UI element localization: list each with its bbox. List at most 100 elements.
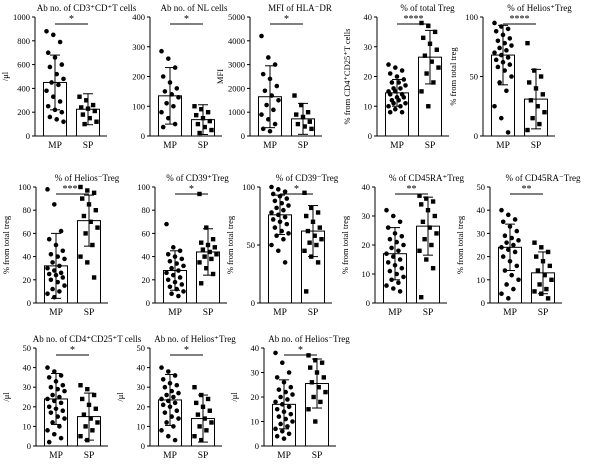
data-point [47, 64, 53, 70]
data-point [281, 409, 287, 415]
data-point [509, 272, 514, 278]
data-point [302, 248, 307, 253]
data-point [286, 231, 291, 236]
data-point [83, 231, 88, 236]
data-point [165, 277, 171, 283]
data-point [181, 263, 186, 269]
data-point [171, 103, 176, 109]
data-point [272, 225, 278, 230]
data-point [80, 396, 85, 402]
data-point [542, 110, 547, 115]
data-point [495, 64, 501, 70]
category-label: MP [390, 141, 404, 151]
data-point [159, 365, 164, 370]
data-point [52, 398, 57, 404]
significance-marker: * [184, 345, 189, 356]
data-point [166, 115, 171, 121]
data-point [202, 416, 207, 421]
data-point [392, 263, 398, 268]
data-point [509, 74, 514, 79]
category-label: SP [83, 141, 94, 151]
significance-marker: * [284, 14, 289, 25]
data-point [273, 350, 278, 356]
data-point [525, 127, 530, 133]
data-point [174, 382, 180, 388]
data-point [277, 219, 283, 225]
data-point [62, 256, 67, 262]
data-point [259, 112, 264, 117]
data-point [200, 404, 206, 409]
data-point [271, 107, 276, 113]
data-point [281, 236, 286, 242]
data-point [174, 261, 179, 266]
y-tick-label: 20 [23, 402, 32, 412]
data-point [401, 242, 406, 248]
data-point [314, 242, 319, 248]
y-tick-label: 50 [23, 343, 32, 353]
y-tick-label: 100 [132, 101, 145, 111]
data-point [274, 205, 279, 211]
data-point [171, 424, 176, 429]
data-point [505, 55, 511, 60]
data-point [309, 205, 314, 211]
data-point [92, 108, 97, 114]
data-point [262, 88, 268, 94]
data-point [507, 224, 513, 229]
data-point [50, 420, 55, 425]
panel-title: % of total Treg [400, 3, 455, 13]
data-point [80, 112, 86, 117]
data-point [274, 406, 280, 412]
data-point [309, 380, 315, 385]
y-tick-label: 10 [364, 101, 373, 111]
data-point [204, 266, 209, 271]
data-point [492, 103, 497, 109]
data-point [162, 89, 168, 94]
data-point [48, 384, 54, 390]
data-point [269, 210, 274, 215]
data-point [172, 373, 178, 378]
data-point [159, 109, 164, 115]
data-point [93, 406, 98, 411]
data-point [209, 420, 214, 425]
y-tick-label: 50 [477, 182, 486, 192]
data-point [85, 437, 90, 443]
data-point [417, 193, 422, 198]
data-point [538, 74, 544, 79]
data-point [385, 260, 391, 265]
category-label: MP [163, 451, 177, 461]
y-tick-label: 1000 [228, 107, 245, 117]
data-point [507, 258, 513, 264]
data-point [88, 416, 93, 421]
data-point [176, 416, 181, 421]
data-point [91, 190, 97, 195]
data-point [162, 384, 168, 390]
y-tick-label: 0 [474, 131, 478, 141]
y-tick-label: 30 [477, 228, 486, 238]
data-point [269, 242, 274, 248]
y-tick-label: 10 [477, 275, 486, 285]
data-point [305, 228, 311, 234]
y-tick-label: 2000 [228, 83, 245, 93]
data-point [162, 410, 168, 415]
y-tick-label: 0 [27, 441, 31, 451]
data-point [60, 275, 66, 280]
data-point [282, 260, 288, 265]
data-point [78, 434, 83, 439]
y-tick-label: 600 [17, 60, 30, 70]
data-point [391, 213, 396, 219]
data-point [55, 254, 60, 259]
data-point [176, 268, 181, 273]
data-point [52, 202, 57, 207]
y-tick-label: 80 [142, 205, 151, 215]
data-point [547, 263, 552, 269]
data-point [389, 245, 394, 251]
data-point [192, 385, 197, 390]
data-point [267, 128, 273, 134]
data-point [52, 369, 57, 374]
data-point [426, 23, 431, 29]
significance-marker: * [189, 184, 194, 195]
data-point [48, 277, 54, 283]
data-point [266, 55, 271, 60]
data-point [525, 40, 530, 46]
